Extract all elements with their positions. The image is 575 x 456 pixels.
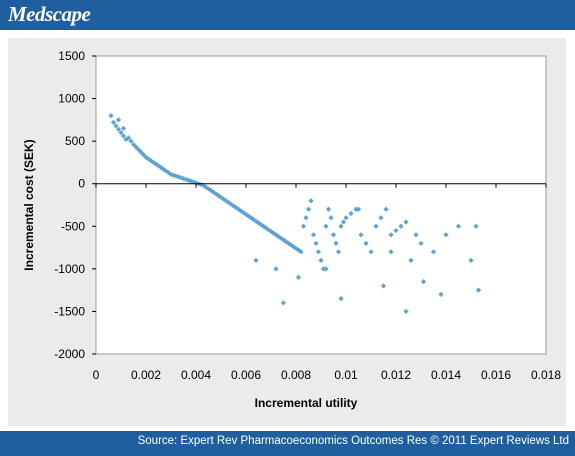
scatter-point [443,232,449,238]
scatter-point [315,249,322,255]
scatter-point [338,296,344,302]
y-tick-label: -1500 [54,304,85,318]
x-tick-label: 0.012 [381,368,411,382]
scatter-point [295,274,302,280]
y-tick-label: 500 [65,134,85,148]
scatter-point [340,219,347,225]
scatter-point [280,300,287,306]
scatter-point [383,206,389,212]
scatter-point [253,257,259,263]
x-tick-label: 0.004 [181,368,211,382]
scatter-point [473,223,479,229]
scatter-point [373,223,379,229]
scatter-point [313,240,319,246]
scatter-point [388,249,394,255]
y-tick-label: 1000 [58,92,85,106]
scatter-point [338,223,344,229]
source-credit: Source: Expert Rev Pharmacoeconomics Out… [137,435,569,447]
x-axis-ticks: 0 0.002 0.004 0.006 0.008 0.01 0.012 0.014 0.016… [93,183,561,382]
scatter-point [308,198,314,204]
scatter-point [343,215,349,221]
scatter-point [335,249,342,255]
scatter-point [475,287,482,293]
scatter-point [403,308,409,315]
scatter-point [388,232,394,238]
x-tick-label: 0.016 [481,368,511,382]
scatter-point [408,257,414,263]
scatter-point [298,249,304,255]
scatter-point [300,223,307,229]
scatter-point [380,283,387,289]
scatter-point [398,223,404,229]
scatter-point [113,123,119,129]
scatter-point [323,266,329,272]
scatter-point [438,291,444,297]
y-axis-label: Incremental cost (SEK) [22,139,36,270]
footer-bar: Source: Expert Rev Pharmacoeconomics Out… [0,431,575,456]
scatter-point [413,232,419,238]
scatter-point [468,257,474,263]
scatter-point [325,206,332,212]
scatter-point [348,210,354,217]
scatter-point [403,219,409,225]
y-tick-label: 1500 [58,49,85,63]
x-tick-label: 0.01 [334,368,358,382]
scatter-point [128,138,134,144]
scatter-point [358,232,364,238]
y-tick-label: -2000 [54,347,85,361]
scatter-point [273,266,279,272]
scatter-point [323,223,329,229]
scatter-point [108,113,114,119]
scatter-point [420,279,427,285]
x-axis-label: Incremental utility [255,396,358,410]
y-tick-label: -500 [61,219,85,233]
scatter-point [118,130,124,136]
medscape-logo: Medscape [8,2,91,26]
x-tick-label: 0.014 [431,368,461,382]
scatter-point [330,232,337,238]
scatter-point [115,126,122,132]
scatter-point [110,119,117,126]
x-tick-label: 0 [93,368,100,382]
scatter-point [430,249,437,255]
data-points [108,113,482,315]
y-tick-label: 0 [78,177,85,191]
scatter-point [355,206,362,212]
scatter-point [120,125,127,131]
scatter-point [125,135,132,141]
scatter-point [318,257,324,263]
plot-area [95,55,547,355]
scatter-point [303,215,309,221]
scatter-point [328,215,334,221]
x-tick-label: 0.006 [231,368,261,382]
scatter-point [333,240,339,246]
scatter-point [418,240,424,246]
scatter-point [120,133,127,139]
scatter-point [393,227,399,234]
scatter-point [305,206,312,212]
scatter-point [455,223,462,229]
x-tick-label: 0.008 [281,368,311,382]
scatter-point [368,249,374,255]
y-tick-label: -1000 [54,262,85,276]
scatter-point [310,232,317,238]
scatter-point [363,240,369,246]
x-tick-label: 0.018 [531,368,561,382]
y-axis-ticks: -2000 -1500 -1000 -500 0 500 1000 1500 [54,49,96,361]
scatter-point [115,117,122,123]
header-bar: Medscape [0,0,575,30]
scatter-point [378,215,384,221]
x-tick-label: 0.002 [131,368,161,382]
